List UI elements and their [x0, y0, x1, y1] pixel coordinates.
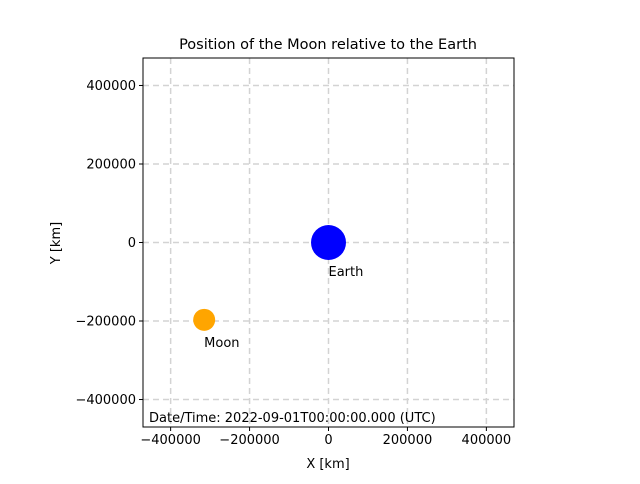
- earth-point: [311, 225, 346, 260]
- earth-label: Earth: [329, 265, 364, 280]
- y-axis-label: Y [km]: [49, 222, 64, 265]
- datetime-annotation: Date/Time: 2022-09-01T00:00:00.000 (UTC): [149, 411, 436, 426]
- y-tick-label-0: −400000: [75, 393, 136, 408]
- moon-point: [193, 308, 216, 331]
- plot-frame: [142, 57, 515, 428]
- axis-ticks: −400000 −200000 0 200000 400000 −400000 −20000…: [75, 79, 511, 448]
- x-axis-label: X [km]: [306, 457, 349, 472]
- y-tick-label-1: −200000: [75, 315, 136, 330]
- x-tick-label-3: 200000: [383, 433, 433, 448]
- y-tick-label-3: 200000: [86, 157, 136, 172]
- chart-title: Position of the Moon relative to the Ear…: [179, 37, 477, 53]
- data-points: Earth Moon: [193, 225, 363, 351]
- x-tick-label-4: 400000: [462, 433, 512, 448]
- x-tick-label-2: 0: [324, 433, 332, 448]
- moon-label: Moon: [204, 336, 239, 351]
- y-tick-label-2: 0: [128, 236, 136, 251]
- x-tick-label-1: −200000: [219, 433, 280, 448]
- y-tick-label-4: 400000: [86, 79, 136, 94]
- x-tick-label-0: −400000: [140, 433, 201, 448]
